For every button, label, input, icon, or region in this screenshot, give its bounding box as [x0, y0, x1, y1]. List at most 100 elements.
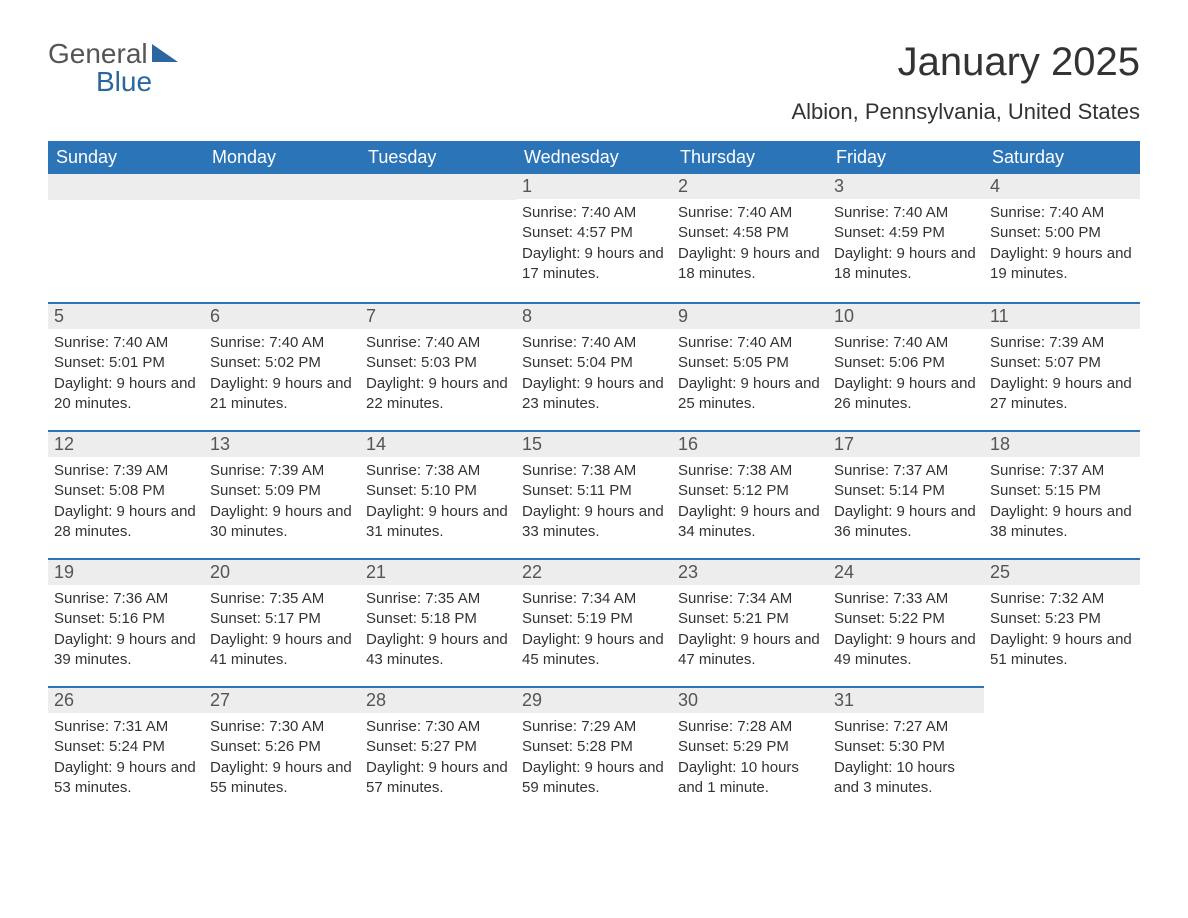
sunset-line: Sunset: 5:19 PM [522, 609, 666, 629]
day-details: Sunrise: 7:39 AMSunset: 5:08 PMDaylight:… [48, 457, 204, 550]
calendar-day-cell: 23Sunrise: 7:34 AMSunset: 5:21 PMDayligh… [672, 558, 828, 686]
sunset-line: Sunset: 5:17 PM [210, 609, 354, 629]
day-details: Sunrise: 7:40 AMSunset: 4:59 PMDaylight:… [828, 199, 984, 292]
calendar-day-cell: 18Sunrise: 7:37 AMSunset: 5:15 PMDayligh… [984, 430, 1140, 558]
calendar-day-cell: 31Sunrise: 7:27 AMSunset: 5:30 PMDayligh… [828, 686, 984, 814]
day-details: Sunrise: 7:33 AMSunset: 5:22 PMDaylight:… [828, 585, 984, 678]
day-number: 25 [984, 558, 1140, 585]
calendar-header-row: SundayMondayTuesdayWednesdayThursdayFrid… [48, 141, 1140, 174]
day-number: 4 [984, 174, 1140, 199]
daylight-line: Daylight: 10 hours and 1 minute. [678, 758, 822, 799]
daylight-line: Daylight: 9 hours and 38 minutes. [990, 502, 1134, 543]
daylight-line: Daylight: 9 hours and 55 minutes. [210, 758, 354, 799]
empty-daynum [360, 174, 516, 200]
calendar-day-cell: 12Sunrise: 7:39 AMSunset: 5:08 PMDayligh… [48, 430, 204, 558]
day-details: Sunrise: 7:40 AMSunset: 5:01 PMDaylight:… [48, 329, 204, 422]
sunrise-line: Sunrise: 7:33 AM [834, 589, 978, 609]
daylight-line: Daylight: 9 hours and 28 minutes. [54, 502, 198, 543]
calendar-day-cell: 4Sunrise: 7:40 AMSunset: 5:00 PMDaylight… [984, 174, 1140, 302]
sunrise-line: Sunrise: 7:39 AM [210, 461, 354, 481]
calendar-day-cell: 26Sunrise: 7:31 AMSunset: 5:24 PMDayligh… [48, 686, 204, 814]
sunset-line: Sunset: 5:24 PM [54, 737, 198, 757]
sunset-line: Sunset: 5:05 PM [678, 353, 822, 373]
sunset-line: Sunset: 5:01 PM [54, 353, 198, 373]
sunrise-line: Sunrise: 7:28 AM [678, 717, 822, 737]
daylight-line: Daylight: 9 hours and 30 minutes. [210, 502, 354, 543]
sunrise-line: Sunrise: 7:40 AM [210, 333, 354, 353]
sunset-line: Sunset: 5:03 PM [366, 353, 510, 373]
sunset-line: Sunset: 5:15 PM [990, 481, 1134, 501]
sunset-line: Sunset: 5:16 PM [54, 609, 198, 629]
brand-text: General Blue [48, 40, 152, 96]
day-details: Sunrise: 7:38 AMSunset: 5:10 PMDaylight:… [360, 457, 516, 550]
day-details: Sunrise: 7:39 AMSunset: 5:09 PMDaylight:… [204, 457, 360, 550]
day-number: 1 [516, 174, 672, 199]
day-number: 8 [516, 302, 672, 329]
calendar-day-cell: 16Sunrise: 7:38 AMSunset: 5:12 PMDayligh… [672, 430, 828, 558]
daylight-line: Daylight: 9 hours and 49 minutes. [834, 630, 978, 671]
day-number: 9 [672, 302, 828, 329]
month-title: January 2025 [791, 40, 1140, 85]
day-number: 11 [984, 302, 1140, 329]
day-number: 31 [828, 686, 984, 713]
sunset-line: Sunset: 4:57 PM [522, 223, 666, 243]
day-details: Sunrise: 7:30 AMSunset: 5:26 PMDaylight:… [204, 713, 360, 806]
daylight-line: Daylight: 9 hours and 18 minutes. [678, 244, 822, 285]
daylight-line: Daylight: 9 hours and 41 minutes. [210, 630, 354, 671]
daylight-line: Daylight: 9 hours and 20 minutes. [54, 374, 198, 415]
day-number: 10 [828, 302, 984, 329]
calendar-empty-cell [360, 174, 516, 302]
day-number: 26 [48, 686, 204, 713]
day-number: 28 [360, 686, 516, 713]
day-number: 5 [48, 302, 204, 329]
day-details: Sunrise: 7:39 AMSunset: 5:07 PMDaylight:… [984, 329, 1140, 422]
day-number: 20 [204, 558, 360, 585]
sunset-line: Sunset: 5:10 PM [366, 481, 510, 501]
day-details: Sunrise: 7:34 AMSunset: 5:19 PMDaylight:… [516, 585, 672, 678]
daylight-line: Daylight: 9 hours and 31 minutes. [366, 502, 510, 543]
calendar-day-cell: 20 Sunrise: 7:35 AMSunset: 5:17 PMDayligh… [204, 558, 360, 686]
brand-logo: General Blue [48, 40, 178, 96]
sunrise-line: Sunrise: 7:40 AM [834, 203, 978, 223]
sunrise-line: Sunrise: 7:35 AM [210, 589, 354, 609]
day-details: Sunrise: 7:40 AMSunset: 5:06 PMDaylight:… [828, 329, 984, 422]
empty-daynum [204, 174, 360, 200]
calendar-day-cell: 22Sunrise: 7:34 AMSunset: 5:19 PMDayligh… [516, 558, 672, 686]
day-details: Sunrise: 7:40 AMSunset: 5:00 PMDaylight:… [984, 199, 1140, 292]
day-number: 19 [48, 558, 204, 585]
calendar-day-cell: 17Sunrise: 7:37 AMSunset: 5:14 PMDayligh… [828, 430, 984, 558]
sunset-line: Sunset: 5:07 PM [990, 353, 1134, 373]
sunset-line: Sunset: 5:26 PM [210, 737, 354, 757]
calendar-empty-cell [984, 686, 1140, 814]
day-details: Sunrise: 7:40 AMSunset: 4:58 PMDaylight:… [672, 199, 828, 292]
day-details: Sunrise: 7:29 AMSunset: 5:28 PMDaylight:… [516, 713, 672, 806]
daylight-line: Daylight: 9 hours and 51 minutes. [990, 630, 1134, 671]
day-number: 13 [204, 430, 360, 457]
calendar-day-cell: 10Sunrise: 7:40 AMSunset: 5:06 PMDayligh… [828, 302, 984, 430]
brand-flag-icon [152, 44, 178, 62]
sunrise-line: Sunrise: 7:34 AM [678, 589, 822, 609]
page-header: General Blue January 2025 Albion, Pennsy… [48, 40, 1140, 125]
calendar-day-cell: 14Sunrise: 7:38 AMSunset: 5:10 PMDayligh… [360, 430, 516, 558]
sunset-line: Sunset: 5:11 PM [522, 481, 666, 501]
sunset-line: Sunset: 5:23 PM [990, 609, 1134, 629]
sunset-line: Sunset: 5:29 PM [678, 737, 822, 757]
calendar-day-cell: 3Sunrise: 7:40 AMSunset: 4:59 PMDaylight… [828, 174, 984, 302]
daylight-line: Daylight: 10 hours and 3 minutes. [834, 758, 978, 799]
daylight-line: Daylight: 9 hours and 43 minutes. [366, 630, 510, 671]
daylight-line: Daylight: 9 hours and 59 minutes. [522, 758, 666, 799]
day-details: Sunrise: 7:35 AMSunset: 5:18 PMDaylight:… [360, 585, 516, 678]
day-number: 23 [672, 558, 828, 585]
sunset-line: Sunset: 5:02 PM [210, 353, 354, 373]
brand-line2: Blue [96, 68, 152, 96]
sunrise-line: Sunrise: 7:40 AM [522, 203, 666, 223]
sunrise-line: Sunrise: 7:35 AM [366, 589, 510, 609]
day-details: Sunrise: 7:32 AMSunset: 5:23 PMDaylight:… [984, 585, 1140, 678]
weekday-header: Thursday [672, 141, 828, 174]
empty-daynum [48, 174, 204, 200]
daylight-line: Daylight: 9 hours and 23 minutes. [522, 374, 666, 415]
sunset-line: Sunset: 5:12 PM [678, 481, 822, 501]
calendar-day-cell: 19Sunrise: 7:36 AMSunset: 5:16 PMDayligh… [48, 558, 204, 686]
day-details: Sunrise: 7:40 AMSunset: 5:03 PMDaylight:… [360, 329, 516, 422]
weekday-header: Wednesday [516, 141, 672, 174]
